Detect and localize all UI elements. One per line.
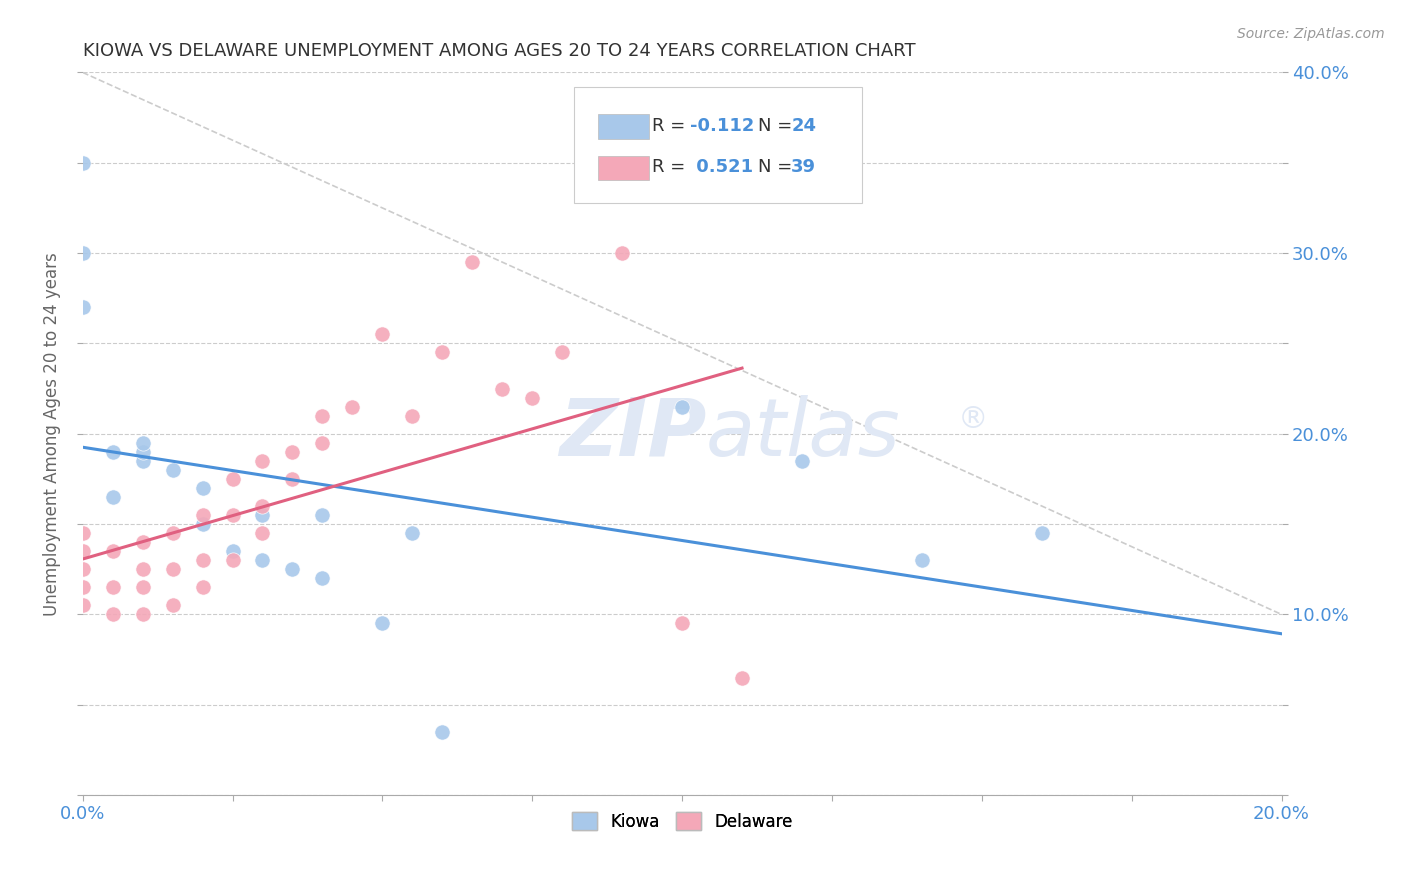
Point	[221, 553, 243, 567]
Point	[162, 562, 184, 576]
Point	[72, 544, 94, 558]
Point	[281, 445, 304, 459]
Point	[131, 445, 153, 459]
Point	[671, 616, 693, 631]
Point	[221, 472, 243, 486]
Point	[671, 400, 693, 414]
Point	[191, 508, 214, 522]
Point	[281, 472, 304, 486]
FancyBboxPatch shape	[574, 87, 862, 202]
Point	[610, 246, 633, 260]
Text: 39: 39	[792, 158, 817, 176]
Point	[252, 508, 274, 522]
Point	[72, 580, 94, 594]
Point	[131, 454, 153, 468]
Text: 24: 24	[792, 117, 817, 135]
Point	[311, 571, 333, 585]
Point	[101, 607, 124, 622]
Point	[131, 607, 153, 622]
Point	[101, 490, 124, 504]
Point	[72, 246, 94, 260]
Point	[522, 391, 544, 405]
Text: KIOWA VS DELAWARE UNEMPLOYMENT AMONG AGES 20 TO 24 YEARS CORRELATION CHART: KIOWA VS DELAWARE UNEMPLOYMENT AMONG AGE…	[83, 42, 915, 60]
Point	[101, 445, 124, 459]
Point	[191, 481, 214, 495]
Point	[252, 553, 274, 567]
Point	[162, 526, 184, 541]
Point	[311, 435, 333, 450]
Point	[131, 535, 153, 549]
Point	[101, 544, 124, 558]
Point	[432, 724, 454, 739]
Point	[911, 553, 934, 567]
Point	[221, 544, 243, 558]
Point	[401, 409, 423, 423]
Point	[252, 499, 274, 513]
Point	[252, 526, 274, 541]
Point	[221, 508, 243, 522]
Point	[311, 409, 333, 423]
Text: N =: N =	[758, 158, 797, 176]
Point	[162, 463, 184, 477]
Point	[371, 327, 394, 342]
Text: 0.521: 0.521	[690, 158, 754, 176]
Text: ZIP: ZIP	[558, 395, 706, 473]
Point	[131, 580, 153, 594]
Point	[72, 599, 94, 613]
Point	[131, 562, 153, 576]
Text: -0.112: -0.112	[690, 117, 755, 135]
Point	[101, 580, 124, 594]
Point	[371, 616, 394, 631]
Point	[72, 562, 94, 576]
FancyBboxPatch shape	[598, 155, 648, 180]
Point	[491, 382, 513, 396]
Point	[72, 155, 94, 169]
Point	[162, 599, 184, 613]
Text: R =: R =	[652, 158, 692, 176]
Point	[191, 517, 214, 532]
Text: atlas: atlas	[706, 395, 901, 473]
Point	[191, 553, 214, 567]
Text: N =: N =	[758, 117, 797, 135]
Y-axis label: Unemployment Among Ages 20 to 24 years: Unemployment Among Ages 20 to 24 years	[44, 252, 60, 615]
Point	[191, 580, 214, 594]
Point	[252, 454, 274, 468]
Point	[401, 526, 423, 541]
Point	[281, 562, 304, 576]
Point	[72, 300, 94, 314]
Point	[790, 454, 813, 468]
Legend: Kiowa, Delaware: Kiowa, Delaware	[565, 805, 799, 838]
Point	[72, 526, 94, 541]
Point	[311, 508, 333, 522]
Text: Source: ZipAtlas.com: Source: ZipAtlas.com	[1237, 27, 1385, 41]
Point	[1031, 526, 1053, 541]
Point	[342, 400, 364, 414]
Point	[432, 345, 454, 359]
Text: ®: ®	[957, 405, 988, 434]
Point	[461, 255, 484, 269]
FancyBboxPatch shape	[598, 114, 648, 139]
Point	[131, 435, 153, 450]
Point	[731, 671, 754, 685]
Point	[551, 345, 574, 359]
Text: R =: R =	[652, 117, 692, 135]
